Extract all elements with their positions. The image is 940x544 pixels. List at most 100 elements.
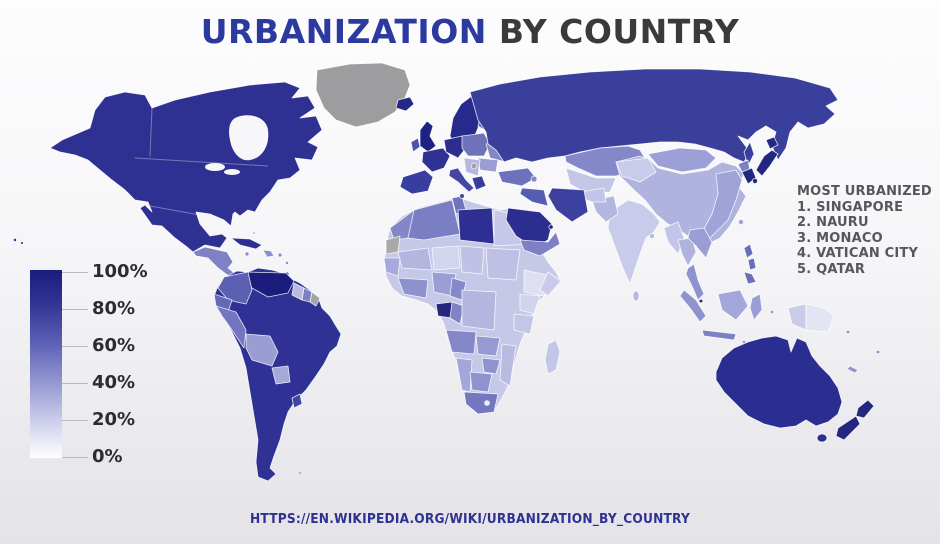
legend-label-100: 100%: [92, 261, 148, 283]
region-iraq-syria: [519, 187, 549, 207]
region-mali: [397, 247, 433, 271]
region-moluccas: [769, 309, 775, 315]
region-solomons: [845, 329, 851, 335]
region-north-america: [49, 81, 323, 253]
region-italy: [448, 167, 475, 193]
region-paraguay: [271, 365, 291, 385]
region-hawaii: [12, 237, 17, 242]
region-south-africa: [463, 391, 499, 415]
border-us-mexico: [149, 205, 201, 216]
region-dr-congo: [461, 289, 497, 331]
region-uruguay: [291, 393, 303, 409]
region-yemen-oman: [519, 231, 561, 257]
region-senegal-guinea: [383, 257, 401, 277]
region-taiwan: [738, 218, 745, 225]
region-gabon: [435, 301, 453, 319]
region-colombia: [217, 271, 253, 305]
region-niger: [431, 245, 461, 271]
continent-north-america: [12, 81, 323, 281]
region-ghana-ivory-coast: [397, 277, 429, 299]
continent-asia: [469, 68, 839, 304]
region-ireland: [410, 137, 421, 153]
legend-label-40: 40%: [92, 372, 136, 394]
legend-tick-80: [36, 309, 88, 310]
region-united-kingdom: [419, 120, 437, 153]
region-new-zealand-north: [855, 399, 875, 419]
region-romania-bulgaria: [477, 157, 499, 173]
hudson-bay: [229, 115, 269, 161]
region-madagascar: [544, 339, 561, 375]
region-zimbabwe: [481, 357, 501, 375]
legend-tick-20: [36, 420, 88, 421]
region-malay-peninsula: [685, 263, 705, 301]
region-lesotho: [484, 400, 490, 406]
region-kenya: [519, 293, 541, 315]
region-central-asia: [565, 167, 617, 195]
most-urbanized-heading: MOST URBANIZED: [797, 184, 932, 199]
region-mongolia: [647, 147, 717, 173]
region-iberia: [399, 169, 434, 195]
region-tasmania: [816, 433, 828, 443]
region-bahamas: [251, 230, 256, 235]
region-singapore: [698, 298, 704, 304]
region-bolivia: [245, 333, 279, 367]
region-kosovo: [470, 162, 478, 170]
region-iceland: [395, 96, 415, 112]
region-tanzania: [513, 313, 535, 335]
region-iran: [547, 187, 589, 223]
legend-tick-40: [36, 383, 88, 384]
most-urbanized-list: MOST URBANIZED 1. SINGAPORE 2. NAURU 3. …: [797, 184, 939, 277]
region-zambia: [475, 335, 501, 357]
region-vietnam-laos: [687, 227, 713, 259]
legend-label-0: 0%: [92, 446, 123, 468]
region-japan-honshu: [755, 149, 779, 177]
region-hispaniola: [262, 249, 275, 258]
list-item: 3. MONACO: [797, 230, 883, 246]
region-fiji: [875, 349, 881, 355]
region-falklands: [297, 470, 303, 476]
region-french-guiana: [309, 291, 321, 307]
region-qatar-uae: [548, 224, 554, 230]
border-us-canada: [134, 107, 269, 167]
region-algeria: [407, 199, 461, 241]
region-new-zealand-south: [835, 415, 861, 441]
region-botswana: [469, 371, 493, 393]
legend-gradient-bar: [30, 270, 62, 458]
list-item: 5. QATAR: [797, 261, 866, 277]
region-cuba: [230, 237, 263, 250]
region-papua-new-guinea: [805, 303, 835, 333]
region-turkey: [497, 167, 537, 187]
region-puerto-rico: [277, 252, 283, 258]
source-url: HTTPS://EN.WIKIPEDIA.ORG/WIKI/URBANIZATI…: [249, 512, 690, 527]
region-australia: [715, 335, 843, 429]
region-xinjiang: [615, 157, 657, 183]
continent-south-america: [213, 267, 342, 482]
region-chad: [459, 245, 485, 275]
list-item: 1. SINGAPORE: [797, 199, 904, 215]
region-sulawesi: [749, 293, 763, 321]
legend-label-80: 80%: [92, 298, 136, 320]
region-bangladesh: [649, 232, 656, 239]
region-congo: [449, 301, 465, 325]
region-sudan: [485, 247, 521, 281]
region-central-europe: [461, 132, 491, 157]
region-namibia: [455, 357, 473, 393]
title-rest: BY COUNTRY: [486, 12, 740, 51]
region-new-caledonia: [846, 365, 859, 374]
page-title: URBANIZATION BY COUNTRY: [0, 12, 940, 51]
legend-tick-60: [36, 346, 88, 347]
title-highlight: URBANIZATION: [200, 12, 487, 51]
legend-tick-0: [36, 457, 88, 458]
region-somalia: [539, 271, 562, 297]
great-lakes: [205, 163, 225, 171]
great-lakes-east: [224, 169, 240, 175]
region-greenland: [315, 62, 411, 128]
region-germany: [443, 135, 467, 159]
region-japan-hokkaido: [765, 136, 779, 150]
caribbean-islet: [284, 260, 289, 265]
region-caucasus: [530, 175, 538, 183]
region-philippines: [743, 243, 757, 285]
region-sicily: [459, 193, 465, 199]
legend-label-20: 20%: [92, 409, 136, 431]
